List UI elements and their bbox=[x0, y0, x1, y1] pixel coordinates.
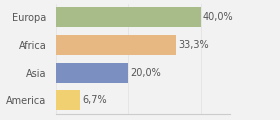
Text: 20,0%: 20,0% bbox=[130, 68, 161, 78]
Bar bbox=[56, 90, 80, 110]
Bar bbox=[56, 7, 201, 27]
Text: 40,0%: 40,0% bbox=[203, 12, 234, 22]
Text: 6,7%: 6,7% bbox=[82, 95, 107, 105]
Text: 33,3%: 33,3% bbox=[179, 40, 209, 50]
Bar bbox=[56, 35, 176, 55]
Bar bbox=[56, 63, 128, 83]
